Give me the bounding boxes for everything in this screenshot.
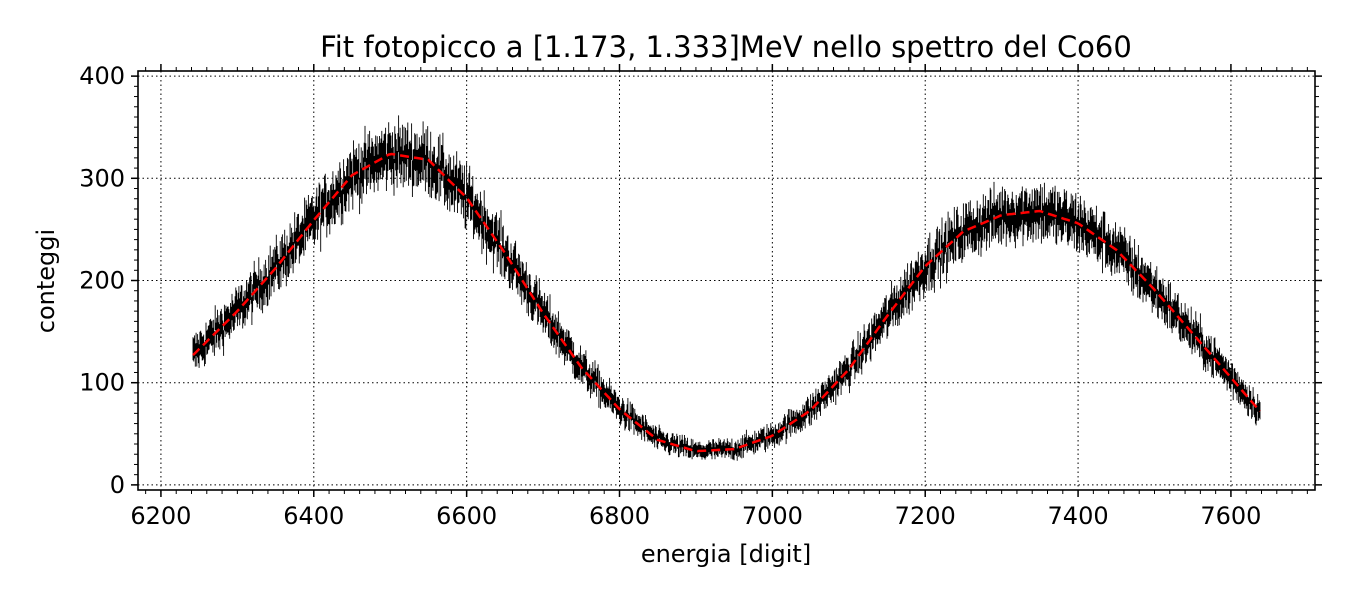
- x-tick-label: 6600: [436, 502, 497, 530]
- x-tick-label: 7600: [1200, 502, 1261, 530]
- ticks: 6200 6400 6600 6800 7000 7200 7400 7600 0 100 200 3…: [79, 62, 1322, 530]
- y-tick-label: 400: [79, 62, 125, 90]
- x-tick-label: 6800: [589, 502, 650, 530]
- error-bars: [192, 115, 1261, 461]
- y-axis-label: conteggi: [32, 229, 60, 333]
- y-tick-label: 0: [110, 471, 125, 499]
- y-tick-label: 200: [79, 267, 125, 295]
- y-tick-label: 100: [79, 369, 125, 397]
- fit-curve: [192, 152, 1261, 453]
- x-axis-label: energia [digit]: [641, 540, 811, 568]
- x-tick-label: 7000: [742, 502, 803, 530]
- y-tick-label: 300: [79, 164, 125, 192]
- x-tick-label: 7400: [1048, 502, 1109, 530]
- chart-title: Fit fotopicco a [1.173, 1.333]MeV nello …: [320, 30, 1132, 64]
- x-tick-label: 7200: [895, 502, 956, 530]
- x-tick-label: 6200: [130, 502, 191, 530]
- data-points: [192, 115, 1261, 461]
- fit-line: [192, 152, 1261, 453]
- x-tick-label: 6400: [283, 502, 344, 530]
